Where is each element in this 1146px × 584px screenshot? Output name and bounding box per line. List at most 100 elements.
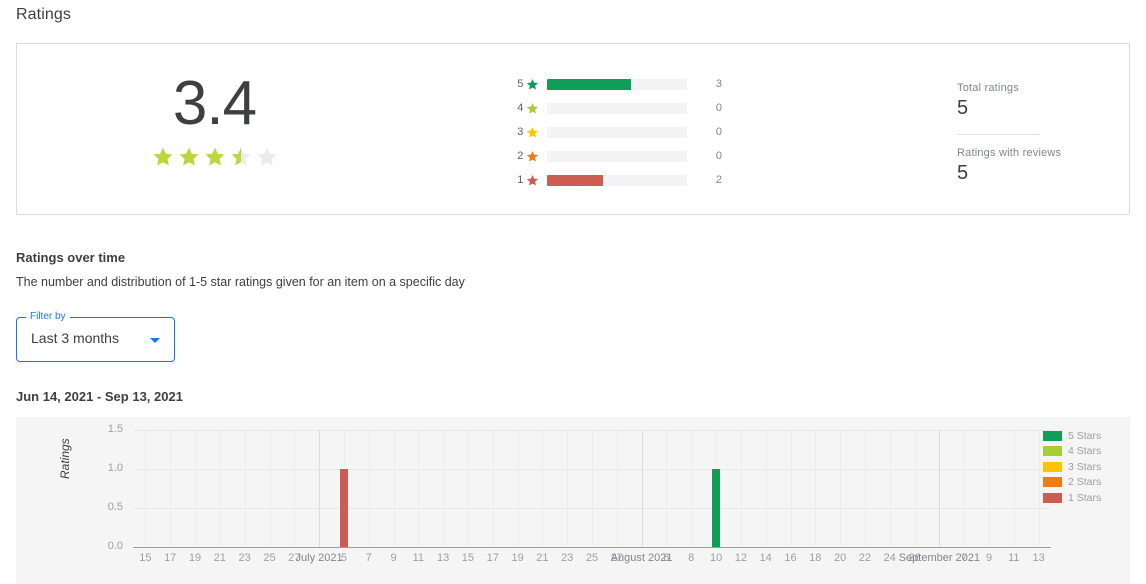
- chart-gridline-vertical: [592, 430, 593, 547]
- chart-gridline-vertical: [1013, 430, 1015, 547]
- chart-x-tick: 11: [412, 552, 425, 564]
- distribution-star-number: 1: [517, 174, 524, 186]
- distribution-bar-track: [547, 126, 687, 138]
- chart-x-tick: September 2021: [898, 552, 981, 564]
- chart-y-tick: 1.5: [107, 423, 123, 435]
- chart-x-tick: 10: [709, 552, 723, 564]
- chart-gridline-vertical: [145, 430, 147, 547]
- ratings-over-time-chart: Ratings 0.0 0.5 1.0 1.5 15 17 19 21 23 25 27 July 2…: [16, 417, 1130, 584]
- chart-gridline-vertical: [219, 430, 221, 547]
- chart-gridline-vertical: [765, 430, 767, 547]
- chart-plot-area: 0.0 0.5 1.0 1.5 15 17 19 21 23 25 27 July 2021 5 7 9 11…: [108, 423, 1051, 564]
- star-icon-2: [178, 146, 200, 168]
- chart-x-tick: 15: [461, 552, 475, 564]
- legend-swatch: [1043, 461, 1062, 472]
- chart-y-tick: 1.0: [107, 462, 123, 474]
- chart-gridline-vertical: [815, 430, 817, 547]
- chart-x-tick: 19: [511, 552, 524, 564]
- star-icon: [526, 126, 539, 139]
- legend-item[interactable]: 5 Stars: [1043, 428, 1101, 444]
- chart-gridline-vertical: [989, 430, 990, 547]
- chart-x-tick: 12: [734, 552, 748, 564]
- chart-x-tick: 27: [288, 552, 301, 564]
- star-icon: [153, 147, 172, 166]
- average-score-stars: [77, 146, 352, 168]
- chart-x-tick: 13: [1032, 552, 1045, 564]
- chart-x-tick: 18: [809, 552, 822, 564]
- star-icon: [526, 150, 539, 163]
- chart-x-tick: 27: [610, 552, 623, 564]
- chart-gridline-vertical: [1038, 430, 1040, 547]
- distribution-bar-fill: [547, 78, 631, 90]
- chart-gridline-vertical: [691, 430, 693, 547]
- chart-gridline-vertical: [368, 430, 370, 547]
- chart-x-tick: 5: [340, 552, 347, 564]
- filter-by-select[interactable]: Filter by Last 3 months: [16, 311, 175, 362]
- chart-x-tick: 9: [985, 552, 993, 564]
- legend-swatch: [1043, 446, 1062, 457]
- legend-swatch: [1043, 430, 1062, 441]
- legend-swatch: [1043, 492, 1062, 503]
- chart-y-tick: 0.0: [107, 540, 123, 552]
- legend-item[interactable]: 1 Stars: [1043, 490, 1101, 506]
- chart-gridline-vertical: [740, 430, 742, 547]
- chart-gridline-vertical: [567, 430, 569, 547]
- chart-x-tick: 15: [139, 552, 152, 564]
- chart-gridline-vertical: [914, 430, 916, 547]
- distribution-count: 0: [715, 102, 722, 114]
- chart-gridline-vertical: [244, 430, 246, 547]
- chart-gridline-vertical: [294, 430, 296, 547]
- distribution-count: 0: [715, 150, 722, 162]
- star-icon: [231, 147, 250, 166]
- chart-gridline-vertical: [889, 430, 891, 547]
- legend-item[interactable]: 2 Stars: [1043, 475, 1101, 491]
- star-icon: [526, 174, 539, 187]
- ratings-with-reviews-value: 5: [957, 162, 969, 184]
- chart-x-tick: 17: [486, 552, 499, 564]
- chart-gridline-vertical: [319, 430, 321, 547]
- chart-gridline-vertical: [170, 430, 172, 547]
- chart-x-tick: 21: [536, 552, 549, 564]
- star-icon: [526, 78, 539, 91]
- chart-x-tick: 9: [390, 552, 397, 564]
- ratings-over-time-subtitle: The number and distribution of 1-5 star …: [16, 275, 465, 289]
- legend-item[interactable]: 4 Stars: [1043, 444, 1101, 460]
- chart-gridline-vertical: [542, 430, 544, 547]
- average-score-block: 3.4: [77, 66, 352, 168]
- chart-x-tick: 7: [961, 552, 968, 564]
- chart-x-tick: 22: [858, 552, 872, 564]
- distribution-count: 0: [715, 126, 722, 138]
- chart-gridline-vertical: [840, 430, 842, 547]
- distribution-star-number: 2: [517, 150, 524, 162]
- chart-x-tick: 16: [784, 552, 797, 564]
- chart-bar[interactable]: [712, 469, 721, 547]
- ratings-over-time-title: Ratings over time: [16, 250, 126, 265]
- chart-gridline-horizontal: [133, 547, 1051, 548]
- legend-label: 1 Stars: [1068, 491, 1102, 504]
- star-icon-4: [230, 146, 252, 168]
- chart-x-tick: 17: [164, 552, 177, 564]
- chart-gridline-vertical: [467, 430, 469, 547]
- chart-bar[interactable]: [339, 469, 348, 547]
- chart-x-tick: 14: [759, 552, 772, 564]
- average-score-value: 3.4: [172, 69, 257, 138]
- chart-x-tick: 23: [561, 552, 574, 564]
- legend-label: 5 Stars: [1068, 429, 1102, 442]
- chevron-down-icon[interactable]: [150, 338, 160, 343]
- chart-legend: 5 Stars 4 Stars 3 Stars 2 Stars 1 Stars: [1043, 428, 1101, 506]
- chart-y-axis-label: Ratings: [58, 438, 72, 479]
- chart-gridline-vertical: [616, 430, 618, 547]
- chart-x-tick: July 2021: [295, 552, 343, 564]
- chart-gridline-vertical: [418, 430, 420, 547]
- chart-x-tick: 23: [238, 552, 251, 564]
- total-ratings-value: 5: [957, 97, 969, 119]
- date-range-label: Jun 14, 2021 - Sep 13, 2021: [16, 389, 183, 404]
- chart-gridline-vertical: [964, 430, 966, 547]
- chart-x-tick: 25: [263, 552, 276, 564]
- legend-item[interactable]: 3 Stars: [1043, 459, 1101, 475]
- star-icon-1: [152, 146, 174, 168]
